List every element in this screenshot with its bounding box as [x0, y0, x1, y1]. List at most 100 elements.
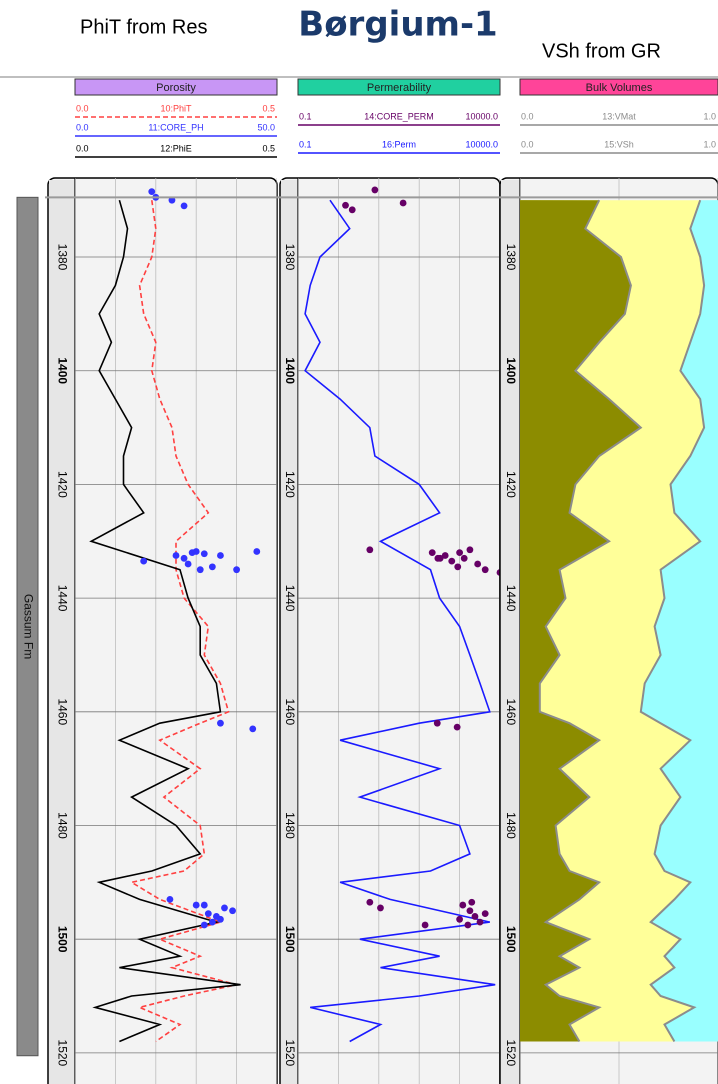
- core-point: [377, 904, 384, 912]
- log-curve: [304, 199, 496, 1043]
- curve-max: 1.0: [703, 111, 716, 121]
- core-point: [217, 915, 224, 923]
- core-point: [464, 921, 472, 929]
- curve-min: 0.1: [299, 139, 312, 149]
- zone-bar: [16, 196, 39, 1057]
- track-data: [520, 178, 718, 1084]
- core-point: [471, 913, 479, 920]
- depth-label: 1400: [55, 357, 69, 384]
- track-header: [74, 78, 278, 96]
- subtitle: VSh from GR: [542, 40, 661, 62]
- core-point: [474, 560, 482, 568]
- core-point: [184, 560, 192, 568]
- curve-max: 10000.0: [465, 111, 498, 121]
- core-point: [481, 566, 489, 574]
- curve-min: 0.0: [76, 122, 89, 132]
- track-data: [75, 178, 277, 1084]
- core-point: [249, 725, 257, 733]
- curve-max: 0.5: [262, 103, 275, 113]
- core-point: [217, 719, 224, 727]
- core-point: [366, 546, 374, 554]
- curve-name: 10:PhiT: [160, 103, 192, 113]
- log-curve: [129, 200, 237, 1043]
- curve-min: 0.0: [521, 111, 534, 121]
- log-curve: [639, 199, 706, 1043]
- subtitle: PhiT from Res: [80, 16, 207, 38]
- core-point: [200, 901, 208, 909]
- title: Børgium-1: [298, 5, 497, 45]
- track-header: [519, 78, 718, 96]
- core-point: [466, 907, 474, 915]
- core-point: [233, 566, 241, 574]
- depth-label: 1420: [55, 471, 69, 498]
- core-point: [453, 723, 461, 731]
- depth-label: 1440: [504, 585, 518, 612]
- core-point: [204, 910, 212, 918]
- core-point: [496, 569, 500, 576]
- core-point: [448, 557, 456, 565]
- core-point: [180, 202, 188, 210]
- core-point: [140, 557, 148, 565]
- depth-strip: [49, 180, 75, 1084]
- depth-label: 1440: [55, 585, 69, 612]
- track-data: [298, 178, 500, 1084]
- depth-label: 1500: [504, 926, 518, 953]
- depth-strip: [281, 180, 298, 1084]
- core-point: [456, 915, 463, 923]
- core-point: [476, 918, 484, 926]
- core-point: [371, 186, 379, 194]
- curve-min: 0.0: [76, 143, 89, 153]
- core-point: [366, 898, 374, 906]
- curve-max: 50.0: [257, 122, 275, 132]
- core-point: [172, 552, 180, 559]
- curve-max: 10000.0: [465, 139, 498, 149]
- depth-label: 1460: [504, 698, 518, 725]
- depth-label: 1400: [504, 357, 518, 384]
- track-title: Bulk Volumes: [586, 82, 653, 94]
- track-header: [297, 78, 501, 96]
- curve-min: 0.0: [76, 103, 89, 113]
- core-point: [428, 549, 436, 557]
- curve-name: 16:Perm: [382, 139, 416, 149]
- curve-name: 15:VSh: [604, 139, 634, 149]
- depth-label: 1460: [283, 698, 297, 725]
- core-point: [166, 896, 174, 903]
- core-point: [192, 901, 200, 909]
- zone-label: Gassum Fm: [21, 594, 35, 659]
- depth-label: 1520: [55, 1040, 69, 1067]
- core-point: [433, 719, 441, 727]
- core-point: [459, 901, 467, 909]
- core-point: [460, 554, 468, 562]
- core-point: [192, 548, 200, 555]
- core-point: [196, 566, 204, 574]
- depth-label: 1520: [283, 1040, 297, 1067]
- core-point: [454, 563, 462, 571]
- curve-name: 14:CORE_PERM: [364, 111, 434, 121]
- log-curve: [538, 199, 643, 1043]
- core-point: [441, 552, 449, 559]
- core-point: [168, 196, 176, 204]
- depth-label: 1380: [504, 244, 518, 271]
- core-point: [399, 199, 407, 207]
- core-point: [342, 201, 349, 209]
- core-point: [208, 918, 216, 926]
- curve-name: 13:VMat: [602, 111, 636, 121]
- curve-name: 11:CORE_PH: [148, 122, 203, 132]
- depth-label: 1420: [504, 471, 518, 498]
- curve-max: 0.5: [262, 143, 275, 153]
- depth-label: 1480: [55, 812, 69, 839]
- core-point: [229, 907, 236, 915]
- depth-label: 1520: [504, 1040, 518, 1067]
- depth-label: 1500: [283, 926, 297, 953]
- depth-label: 1400: [283, 357, 297, 384]
- core-point: [180, 554, 188, 562]
- track-title: Permerability: [367, 82, 432, 94]
- core-point: [456, 549, 463, 557]
- curve-min: 0.1: [299, 111, 312, 121]
- core-point: [421, 921, 429, 929]
- depth-label: 1380: [283, 244, 297, 271]
- core-point: [468, 898, 476, 906]
- log-curve: [89, 199, 241, 1043]
